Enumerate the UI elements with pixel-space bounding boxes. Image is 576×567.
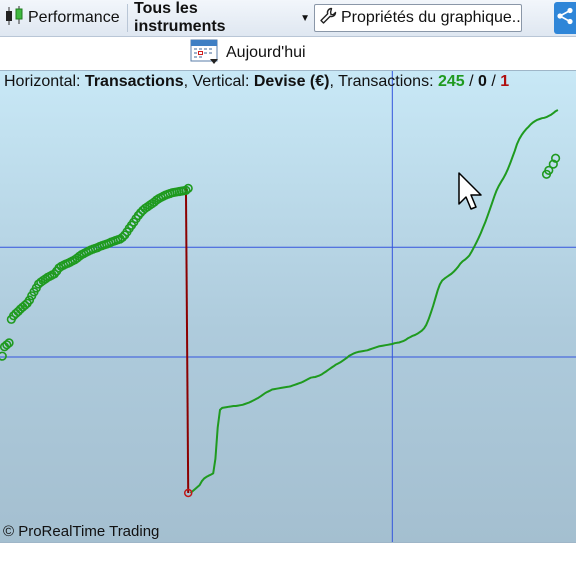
equity-line [189, 109, 559, 494]
instruments-dropdown[interactable]: Tous les instruments ▼ [128, 0, 310, 35]
chart-properties-button[interactable]: Propriétés du graphique... [314, 4, 522, 32]
losing-trades-count: 1 [500, 73, 510, 90]
candlestick-icon [4, 5, 28, 32]
trade-marker [550, 153, 561, 163]
today-label: Aujourd'hui [226, 44, 306, 61]
chart-info-line: Horizontal: Transactions, Vertical: Devi… [4, 73, 509, 91]
neutral-trades-count: 0 [478, 73, 487, 90]
chart-area[interactable] [0, 70, 576, 543]
date-bar: Aujourd'hui [0, 37, 576, 70]
performance-button[interactable]: Performance [0, 4, 126, 32]
today-button[interactable]: Aujourd'hui [190, 39, 306, 67]
toolbar: Performance Tous les instruments ▼ Propr… [0, 0, 576, 37]
share-button[interactable] [554, 2, 576, 34]
winning-trades-count: 245 [437, 73, 465, 90]
separator: / [464, 73, 479, 90]
vertical-prefix: , Vertical: [183, 73, 254, 90]
trade-marker [20, 300, 30, 310]
instruments-label: Tous les instruments [134, 0, 226, 35]
trade-marker [0, 351, 7, 361]
chart-properties-label: Propriétés du graphique... [341, 9, 521, 26]
toolbar-divider [127, 4, 128, 32]
losing-trade-marker [183, 488, 193, 498]
trade-marker [548, 159, 558, 169]
wrench-icon [319, 7, 337, 30]
trade-marker [544, 165, 554, 175]
trade-marker [2, 340, 12, 350]
trade-marker [183, 183, 193, 193]
trade-marker [4, 338, 14, 348]
trade-marker [181, 185, 191, 195]
horizontal-value: Transactions [84, 73, 184, 90]
performance-label: Performance [28, 9, 120, 26]
transactions-prefix: , Transactions: [329, 73, 438, 90]
x-axis [0, 542, 576, 567]
mouse-pointer-icon [458, 172, 484, 217]
chevron-down-icon: ▼ [300, 12, 310, 24]
copyright-text: © ProRealTime Trading [3, 523, 160, 540]
share-icon [556, 7, 574, 30]
horizontal-prefix: Horizontal: [4, 73, 85, 90]
trade-marker [117, 232, 128, 242]
separator: / [486, 73, 501, 90]
calendar-icon [190, 37, 220, 70]
losing-trade-line [184, 188, 190, 493]
vertical-value: Devise (€) [253, 73, 330, 90]
